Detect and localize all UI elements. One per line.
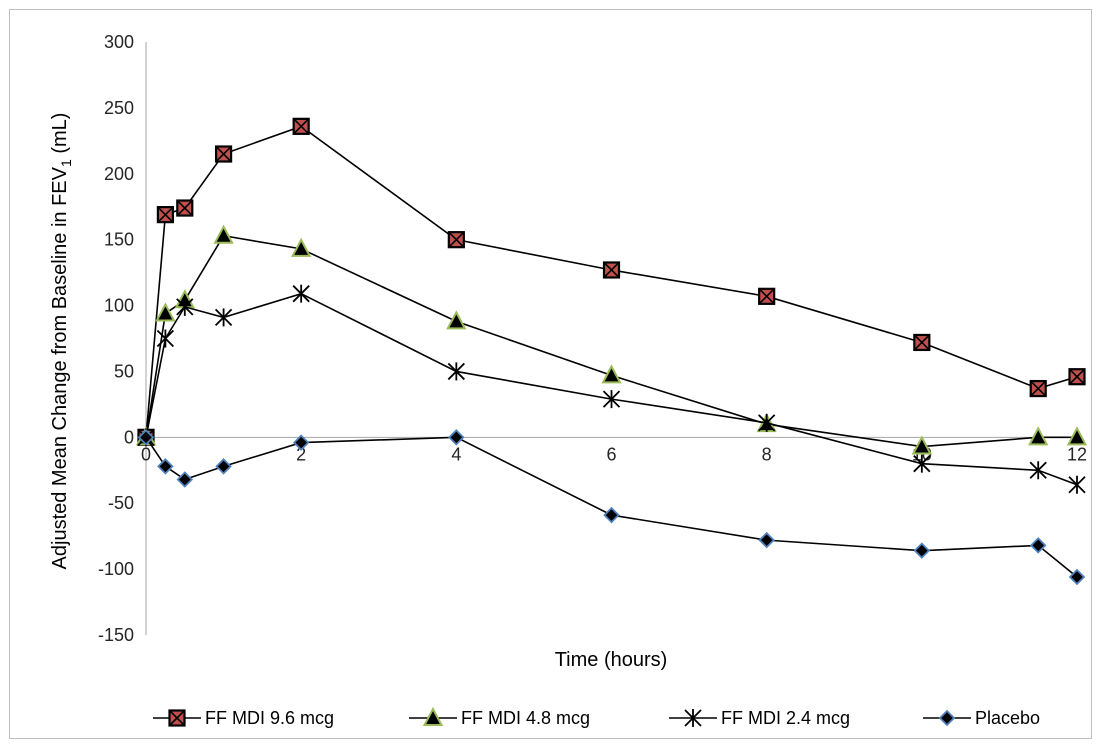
legend-label: Placebo — [975, 708, 1040, 728]
data-point — [913, 542, 931, 559]
data-point — [913, 333, 931, 352]
data-point — [176, 471, 194, 488]
y-tick-label: 300 — [104, 32, 134, 52]
x-tick-label: 4 — [451, 444, 461, 464]
data-point — [155, 302, 176, 322]
data-point — [1028, 426, 1049, 446]
data-point — [1068, 368, 1086, 386]
y-tick-label: 100 — [104, 296, 134, 316]
y-axis-title-subscript: 1 — [58, 159, 74, 167]
data-point — [758, 531, 775, 549]
data-point — [447, 362, 465, 381]
data-point — [601, 364, 622, 384]
x-tick-labels: 024681012 — [141, 444, 1087, 464]
x-tick-label: 8 — [762, 444, 772, 464]
legend-item: FF MDI 9.6 mcg — [153, 708, 334, 728]
data-point — [448, 429, 465, 446]
data-point — [1066, 426, 1088, 446]
y-tick-label: -50 — [108, 493, 134, 513]
data-point — [291, 237, 312, 257]
data-point — [292, 117, 310, 135]
data-point — [214, 145, 233, 163]
x-tick-label: 6 — [606, 444, 616, 464]
data-point — [1068, 475, 1086, 494]
y-tick-labels: 300 250 200 150 100 50 0 -50 -100 -150 — [98, 32, 134, 645]
data-point — [156, 329, 175, 348]
data-point — [215, 458, 232, 475]
legend-label: FF MDI 9.6 mcg — [205, 708, 334, 728]
y-tick-label: -100 — [98, 559, 134, 579]
y-tick-label: -150 — [98, 625, 134, 645]
y-axis-title-unit: (mL) — [49, 113, 71, 160]
data-point — [1029, 537, 1047, 554]
data-point — [1029, 461, 1047, 480]
data-point — [176, 297, 194, 316]
legend-item: FF MDI 4.8 mcg — [409, 706, 590, 728]
chart-frame — [9, 9, 1092, 739]
series-2 — [135, 224, 1088, 455]
y-tick-label: 150 — [104, 230, 134, 250]
data-point — [758, 287, 776, 305]
legend-item: FF MDI 2.4 mcg — [669, 708, 850, 728]
data-point — [602, 261, 621, 279]
legend-label: FF MDI 2.4 mcg — [721, 708, 850, 728]
data-point — [603, 506, 620, 524]
y-axis-title-main: Adjusted Mean Change from Baseline in FE… — [49, 166, 71, 569]
legend-marker — [422, 706, 444, 726]
data-point — [446, 310, 467, 330]
y-tick-label: 50 — [114, 361, 134, 381]
x-tick-label: 2 — [296, 444, 306, 464]
series-4 — [137, 429, 1086, 586]
data-point — [214, 308, 233, 327]
data-point — [292, 434, 310, 451]
legend-marker — [684, 709, 702, 727]
data-point — [176, 199, 194, 217]
x-axis-title: Time (hours) — [555, 649, 668, 671]
data-point — [157, 458, 174, 475]
legend: FF MDI 9.6 mcg FF MDI 4.8 mcg FF MDI 2.4 m… — [153, 706, 1040, 728]
data-point — [156, 206, 174, 224]
data-point — [292, 284, 310, 303]
data-point — [758, 413, 776, 432]
data-point — [1029, 379, 1047, 398]
y-tick-label: 250 — [104, 98, 134, 118]
axes — [145, 42, 1077, 635]
data-point — [602, 390, 621, 409]
data-point — [137, 429, 155, 446]
y-axis-title: Adjusted Mean Change from Baseline in FE… — [49, 113, 74, 570]
series-layer — [135, 117, 1088, 586]
y-tick-label: 0 — [124, 427, 134, 447]
data-point — [911, 435, 932, 455]
data-point — [447, 231, 465, 249]
x-tick-label: 0 — [141, 444, 151, 464]
legend-item: Placebo — [923, 708, 1040, 728]
legend-label: FF MDI 4.8 mcg — [461, 708, 590, 728]
data-point — [213, 224, 234, 244]
y-tick-label: 200 — [104, 164, 134, 184]
legend-marker — [168, 709, 186, 727]
legend-marker — [938, 709, 956, 727]
data-point — [913, 454, 931, 473]
data-point — [1068, 568, 1086, 586]
x-tick-label: 12 — [1067, 444, 1087, 464]
